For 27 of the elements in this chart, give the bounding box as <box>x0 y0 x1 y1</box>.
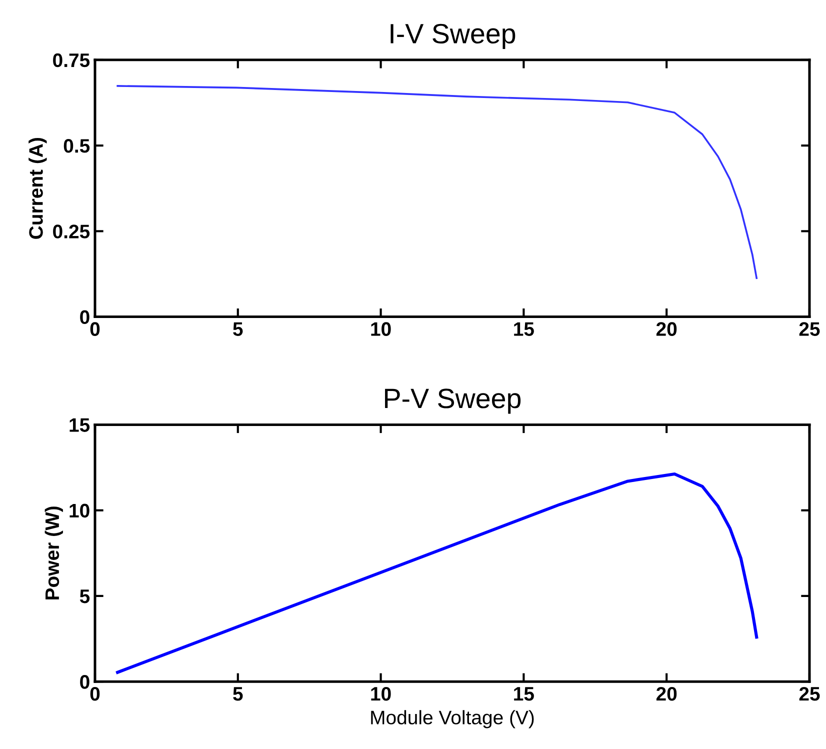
y-tick-label: 10 <box>70 504 90 518</box>
y-tick-label: 0.25 <box>53 224 90 238</box>
chart-title: I-V Sweep <box>390 24 516 50</box>
y-tick-label: 0.75 <box>53 53 90 68</box>
y-axis-title: Current (A) <box>28 138 47 239</box>
x-tick-label: 10 <box>371 322 391 336</box>
x-tick-label: 25 <box>799 322 820 336</box>
line-series <box>116 472 758 674</box>
x-tick-label: 0 <box>90 686 100 701</box>
x-tick-label: 25 <box>799 686 820 701</box>
chart-title: P-V Sweep <box>385 388 521 414</box>
y-axis-title: Power (W) <box>44 506 63 600</box>
x-tick-label: 20 <box>656 686 677 701</box>
y-tick-label: 15 <box>70 418 90 432</box>
x-tick-label: 5 <box>233 322 243 336</box>
x-tick-label: 20 <box>656 322 677 336</box>
x-axis-title: Module Voltage (V) <box>371 710 534 728</box>
y-tick-label: 0 <box>80 675 90 689</box>
x-tick-label: 15 <box>514 687 534 701</box>
x-tick-label: 0 <box>90 322 100 336</box>
x-tick-label: 10 <box>371 686 391 701</box>
x-tick-label: 15 <box>514 322 534 336</box>
y-tick-label: 5 <box>80 590 90 604</box>
y-tick-label: 0 <box>80 310 90 324</box>
line-series <box>116 85 758 280</box>
x-tick-label: 5 <box>233 687 243 701</box>
y-tick-label: 0.5 <box>64 139 90 153</box>
